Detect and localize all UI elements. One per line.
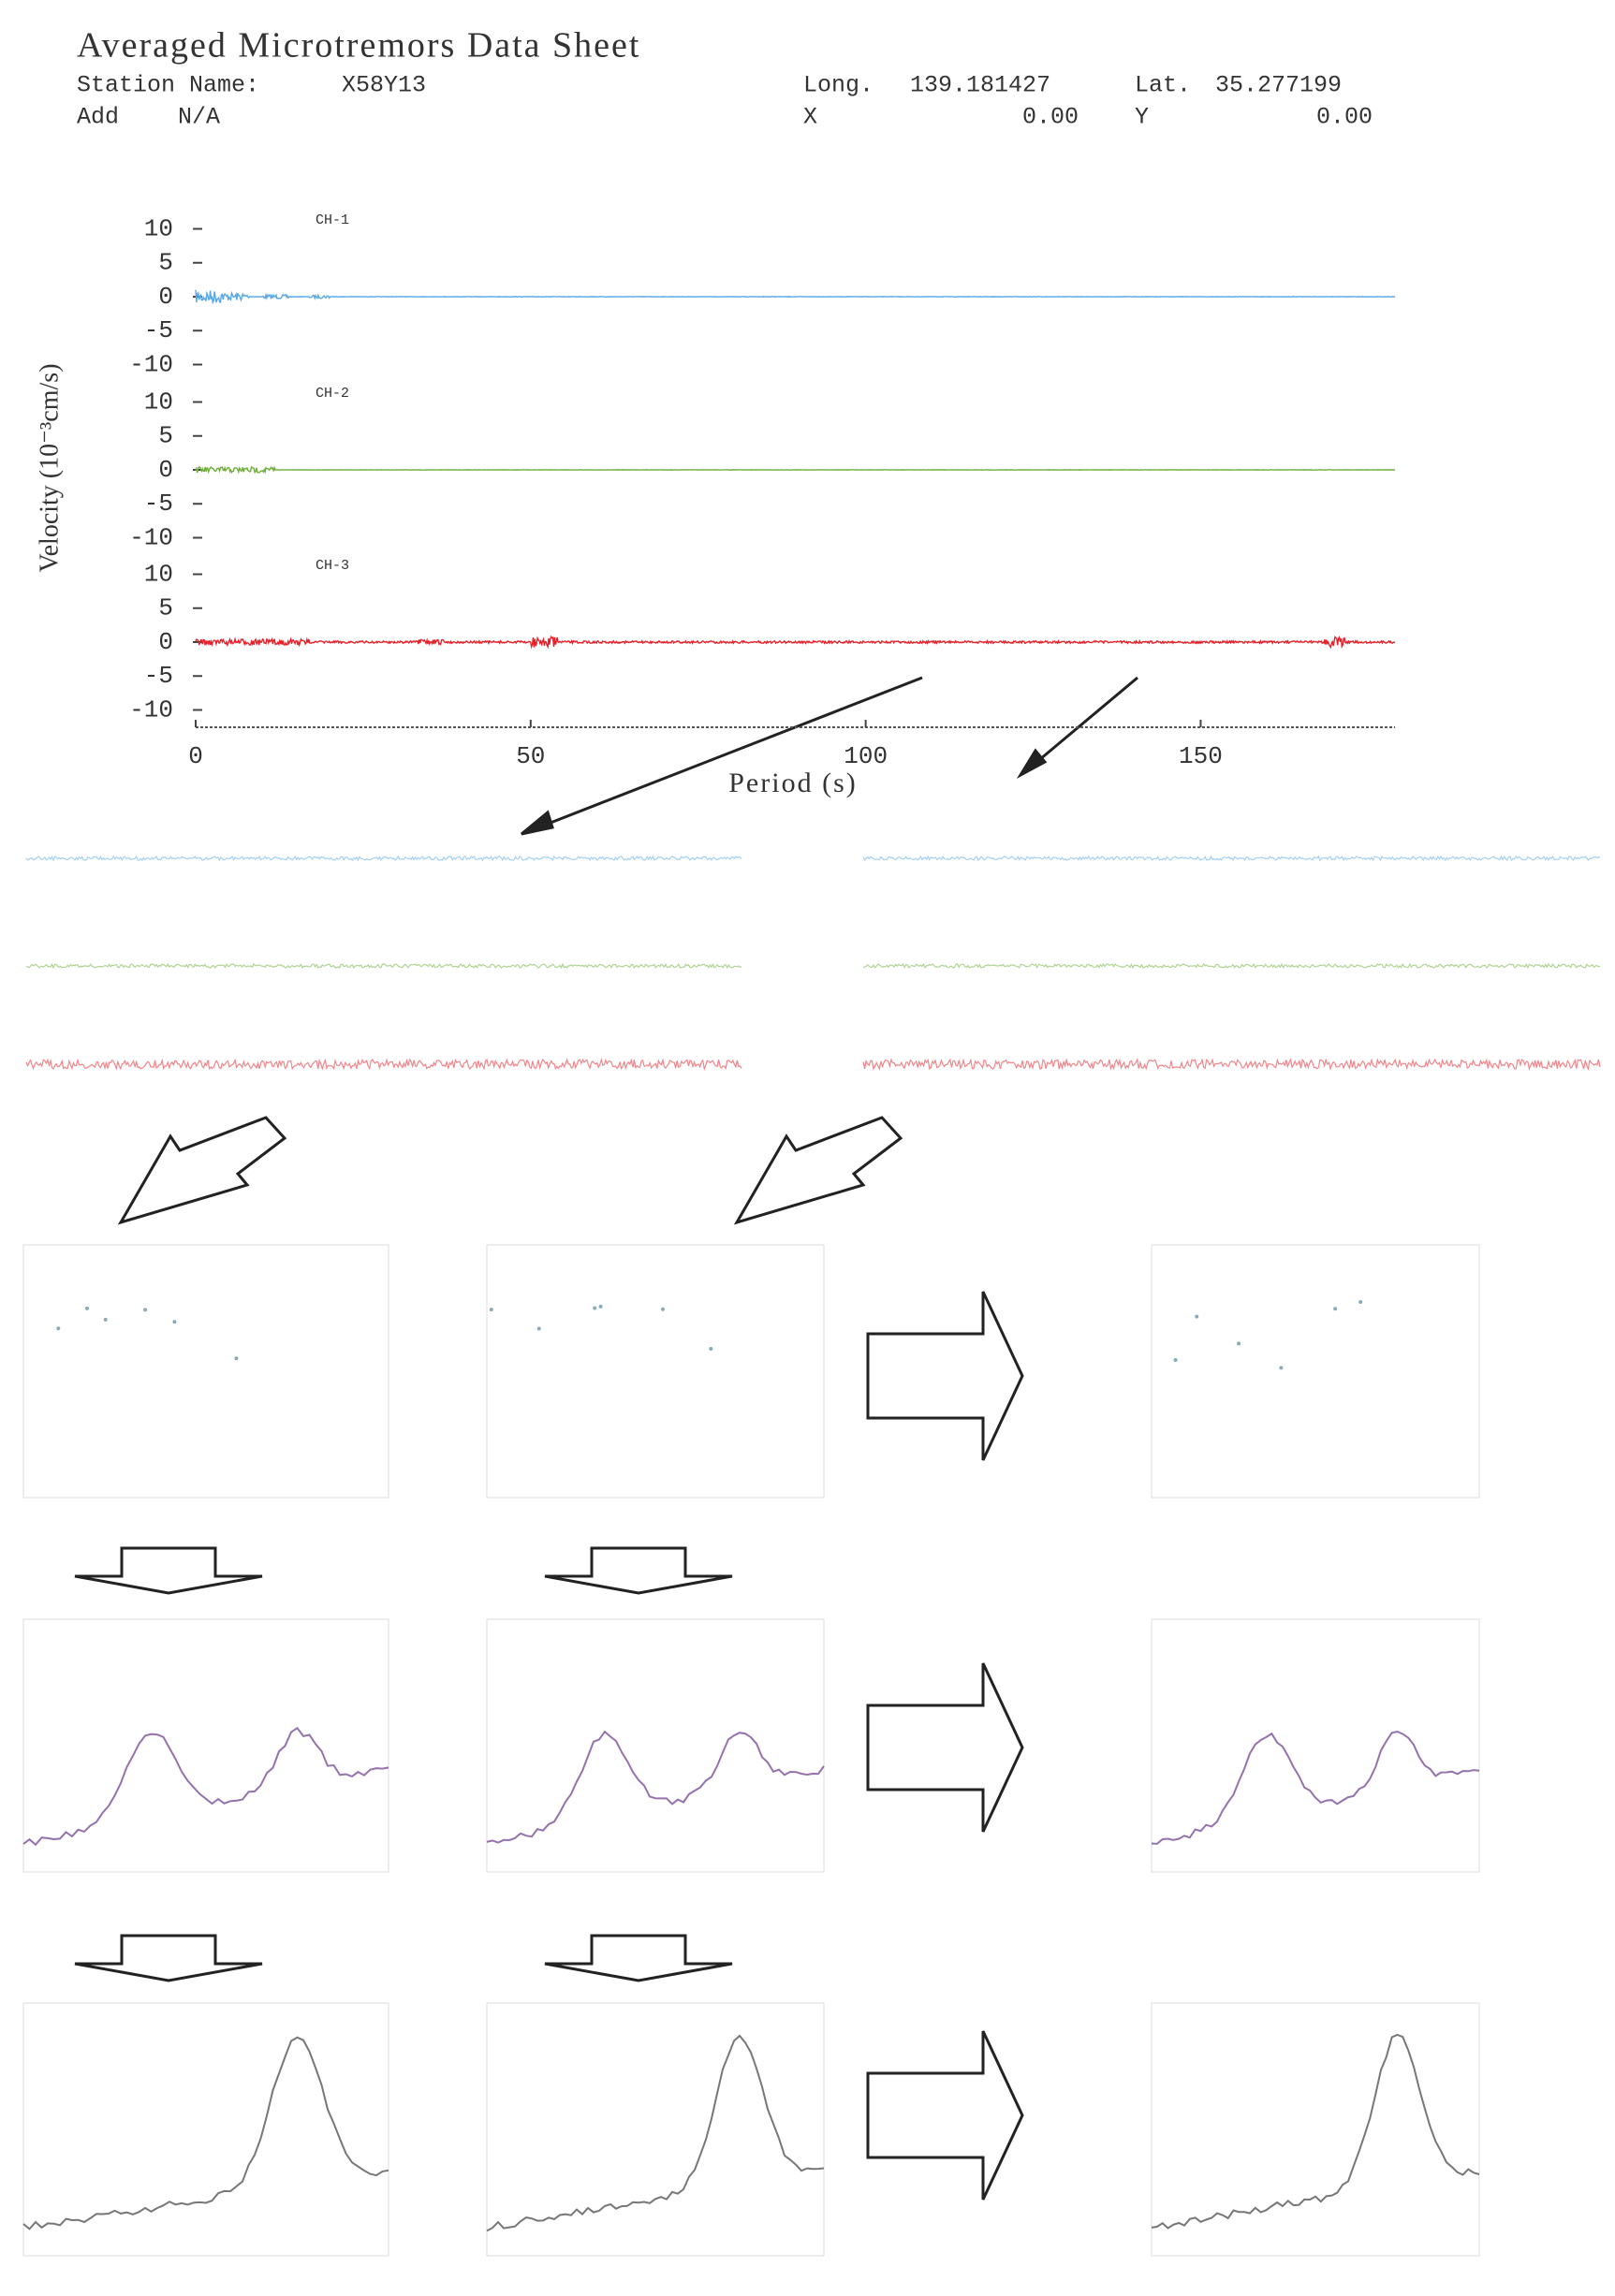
spectrum-curve bbox=[22, 2036, 389, 2230]
spectrum-curve bbox=[486, 2034, 825, 2232]
waveform bbox=[195, 465, 1396, 475]
y-value: 0.00 bbox=[1316, 104, 1373, 131]
add-label: Add bbox=[77, 104, 119, 131]
hollow-arrow bbox=[866, 1291, 1024, 1461]
spectrum-dot bbox=[84, 1306, 89, 1310]
spectrum-dot bbox=[1279, 1366, 1284, 1370]
spectrum-dot bbox=[593, 1306, 597, 1310]
hollow-arrow bbox=[74, 1934, 263, 1982]
spectrum-dot bbox=[1195, 1314, 1199, 1319]
waveform bbox=[195, 635, 1396, 650]
station-name: X58Y13 bbox=[342, 72, 426, 99]
hollow-arrow bbox=[866, 2030, 1024, 2201]
spectrum-curve bbox=[1151, 1730, 1480, 1845]
spectrum-dot bbox=[1173, 1358, 1178, 1363]
flow-diagram bbox=[74, 676, 1138, 2201]
waveform bbox=[195, 289, 1395, 305]
spectrum-curve bbox=[22, 1726, 389, 1847]
y-tick-label: 5 bbox=[158, 249, 173, 277]
panel-frame bbox=[1151, 2002, 1480, 2257]
channel-label: CH-3 bbox=[316, 558, 349, 574]
y-tick-label: 10 bbox=[144, 560, 173, 588]
hollow-arrow bbox=[733, 1116, 903, 1225]
y-tick-label: 0 bbox=[158, 456, 173, 484]
y-label: Y bbox=[1135, 104, 1149, 131]
y-tick-label: 0 bbox=[158, 628, 173, 656]
y-tick-label: -5 bbox=[144, 316, 173, 344]
hollow-arrow bbox=[544, 1934, 733, 1982]
spectrum-dot bbox=[536, 1326, 541, 1331]
y-tick-label: 10 bbox=[144, 214, 173, 242]
spectrum-dot bbox=[598, 1304, 603, 1309]
sheet-title: Averaged Microtremors Data Sheet bbox=[77, 26, 640, 66]
station-label: Station Name: bbox=[77, 72, 259, 99]
segment-waveform bbox=[862, 1058, 1601, 1071]
segment-waveform bbox=[25, 855, 742, 862]
segment-waveform bbox=[25, 962, 742, 970]
long-label: Long. bbox=[803, 72, 874, 99]
hollow-arrow bbox=[544, 1546, 733, 1595]
spectrum-curve bbox=[1151, 2033, 1480, 2230]
x-axis-label: Period (s) bbox=[728, 768, 857, 798]
y-tick-label: 5 bbox=[158, 422, 173, 450]
y-tick-label: -5 bbox=[144, 490, 173, 518]
panel-frame bbox=[22, 1244, 389, 1499]
segment-waveform bbox=[862, 962, 1601, 970]
channel-label: CH-2 bbox=[316, 386, 349, 402]
lat-label: Lat. bbox=[1135, 72, 1191, 99]
spectrum-dot bbox=[489, 1308, 493, 1312]
y-tick-label: -10 bbox=[129, 695, 173, 724]
spectrum-dot bbox=[143, 1308, 148, 1312]
segment-waveform bbox=[25, 1057, 742, 1072]
arrow-head bbox=[521, 810, 554, 836]
y-axis-label: Velocity (10⁻³cm/s) bbox=[35, 363, 64, 572]
hollow-arrow bbox=[117, 1116, 287, 1225]
spectrum-dot bbox=[234, 1356, 239, 1361]
spectrum-dot bbox=[172, 1320, 177, 1324]
segment-waveform bbox=[862, 855, 1601, 862]
spectrum-dot bbox=[56, 1326, 61, 1331]
spectrum-dot bbox=[1237, 1341, 1241, 1346]
y-tick-label: 10 bbox=[144, 388, 173, 416]
spectrum-dot bbox=[661, 1307, 666, 1311]
x-tick-label: 150 bbox=[1179, 742, 1223, 770]
spectrum-dot bbox=[1333, 1307, 1338, 1311]
panel-frame bbox=[486, 1244, 825, 1499]
y-tick-label: 5 bbox=[158, 594, 173, 622]
x-label: X bbox=[803, 104, 817, 131]
arrow-head bbox=[1016, 748, 1048, 779]
spectrum-dot bbox=[1358, 1299, 1363, 1304]
channel-label: CH-1 bbox=[316, 212, 349, 228]
long-value: 139.181427 bbox=[910, 72, 1050, 99]
panel-frame bbox=[1151, 1618, 1480, 1873]
spectrum-curve bbox=[486, 1730, 825, 1844]
spectrum-dot bbox=[103, 1317, 108, 1322]
panel-frame bbox=[486, 2002, 825, 2257]
y-tick-label: -10 bbox=[129, 350, 173, 378]
panel-frame bbox=[22, 1618, 389, 1873]
x-tick-label: 0 bbox=[188, 742, 203, 770]
x-value: 0.00 bbox=[1022, 104, 1079, 131]
add-value: N/A bbox=[178, 104, 220, 131]
arrow bbox=[1027, 676, 1138, 771]
lat-value: 35.277199 bbox=[1215, 72, 1342, 99]
y-tick-label: -5 bbox=[144, 662, 173, 690]
panel-frame bbox=[486, 1618, 825, 1873]
panel-frame bbox=[22, 2002, 389, 2257]
panel-frame bbox=[1151, 1244, 1480, 1499]
y-tick-label: -10 bbox=[129, 523, 173, 551]
arrow bbox=[528, 676, 923, 833]
spectrum-dot bbox=[709, 1346, 713, 1351]
hollow-arrow bbox=[866, 1662, 1024, 1833]
x-tick-label: 50 bbox=[516, 742, 545, 770]
y-tick-label: 0 bbox=[158, 283, 173, 311]
hollow-arrow bbox=[74, 1546, 263, 1595]
x-tick-label: 100 bbox=[844, 742, 888, 770]
